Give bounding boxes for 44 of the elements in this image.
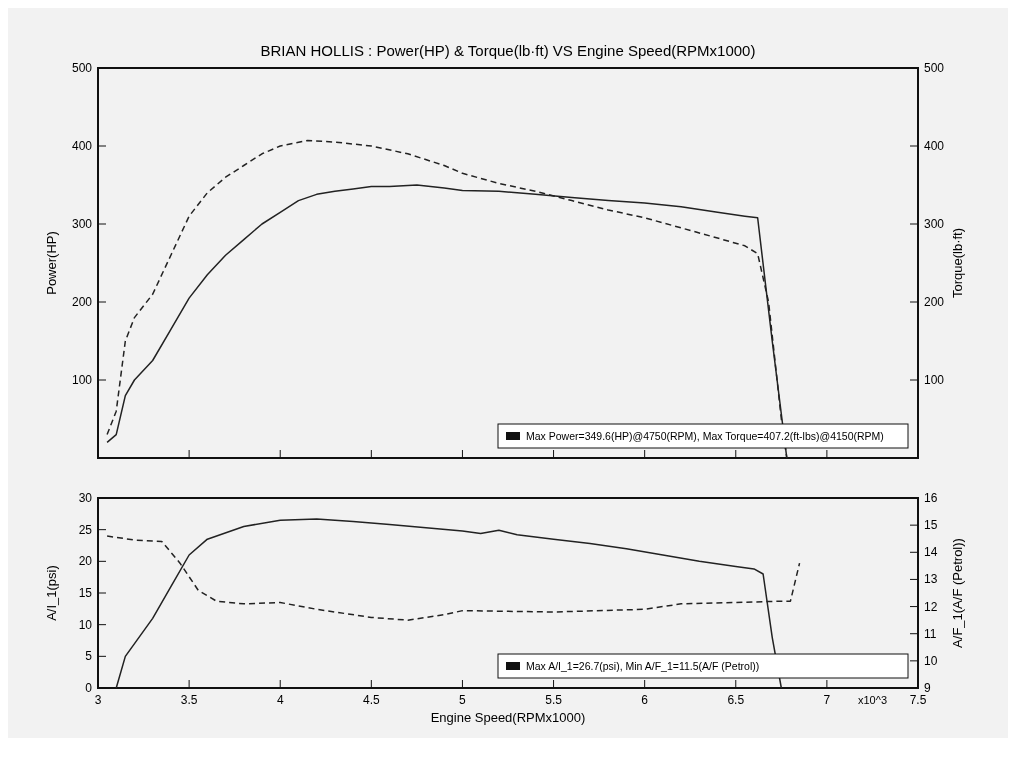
y2-tick-label: 400 bbox=[924, 139, 945, 153]
y-tick-label: 20 bbox=[78, 554, 93, 569]
y-tick-label: 25 bbox=[78, 522, 93, 537]
x-tick-label: 6 bbox=[641, 693, 649, 707]
x-tick-label: 3.5 bbox=[180, 693, 198, 707]
y2-tick-label: 11 bbox=[924, 626, 937, 641]
x-tick-label: 7 bbox=[823, 693, 831, 707]
x-tick-label: 3 bbox=[94, 693, 102, 707]
y-axis-title: A/I_1(psi) bbox=[44, 565, 59, 621]
y2-tick-label: 16 bbox=[924, 491, 938, 505]
annotation: Max Power=349.6(HP)@4750(RPM), Max Torque=407.2(ft-lbs)@4150(RPM) bbox=[526, 430, 884, 442]
x-tick-label: 4 bbox=[276, 693, 284, 707]
y-tick-label: 10 bbox=[78, 617, 93, 632]
y2-tick-label: 10 bbox=[924, 653, 938, 668]
y-tick-label: 400 bbox=[71, 139, 93, 153]
y2-tick-label: 13 bbox=[924, 572, 938, 587]
y-tick-label: 100 bbox=[71, 373, 93, 387]
y2-tick-label: 12 bbox=[924, 599, 938, 614]
x-tick-label: 4.5 bbox=[362, 693, 380, 707]
y2-axis-title: A/F_1(A/F (Petrol)) bbox=[950, 538, 965, 648]
y2-tick-label: 100 bbox=[924, 373, 945, 387]
y-tick-label: 200 bbox=[71, 295, 93, 309]
y2-tick-label: 14 bbox=[924, 545, 938, 560]
y2-tick-label: 200 bbox=[924, 295, 945, 309]
chart-title: BRIAN HOLLIS : Power(HP) & Torque(lb·ft) VS Engine Speed(RPMx1000) bbox=[260, 42, 756, 59]
y2-axis-title: Torque(lb·ft) bbox=[950, 227, 965, 299]
x-tick-label: 5.5 bbox=[545, 693, 563, 707]
y-tick-label: 15 bbox=[78, 586, 93, 600]
y2-tick-label: 15 bbox=[924, 518, 938, 533]
y2-tick-label: 300 bbox=[924, 217, 945, 231]
x-tick-label: 7.5 bbox=[909, 693, 927, 707]
y2-tick-label: 9 bbox=[924, 681, 931, 695]
y-tick-label: 30 bbox=[78, 491, 93, 505]
y-tick-label: 0 bbox=[85, 681, 93, 695]
text: x10^3 bbox=[858, 694, 888, 706]
x-tick-label: 6.5 bbox=[727, 693, 745, 707]
y-tick-label: 500 bbox=[71, 61, 93, 75]
y-tick-label: 5 bbox=[85, 649, 93, 664]
x-axis-title: Engine Speed(RPMx1000) bbox=[430, 710, 586, 725]
x-tick-label: 5 bbox=[459, 693, 467, 707]
annotation: Max A/I_1=26.7(psi), Min A/F_1=11.5(A/F (Petrol)) bbox=[526, 660, 760, 672]
y-axis-title: Power(HP) bbox=[44, 231, 59, 295]
y2-tick-label: 500 bbox=[924, 61, 945, 75]
y-tick-label: 300 bbox=[71, 217, 93, 231]
